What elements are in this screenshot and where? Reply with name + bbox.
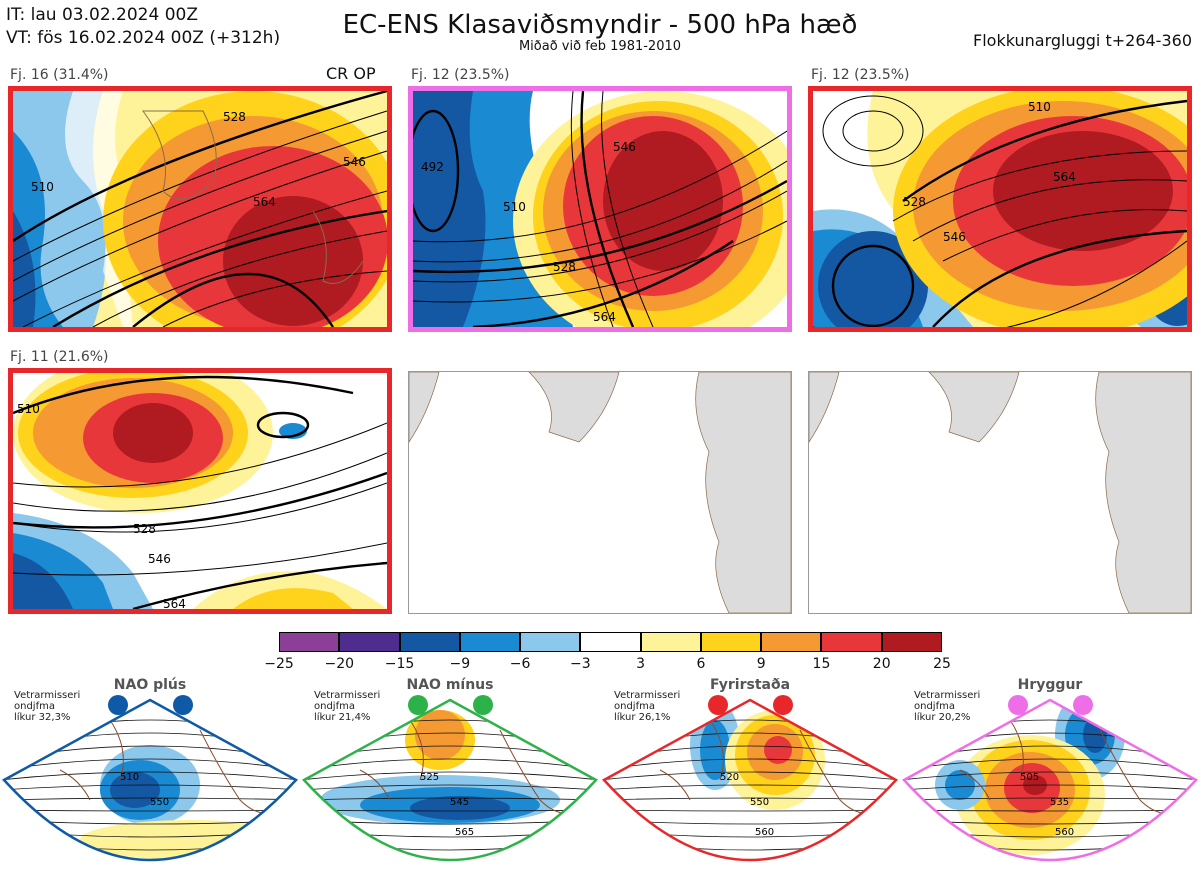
regime-marker-dot [408,695,428,715]
classification-window: Flokkunargluggi t+264-360 [973,31,1192,50]
colorbar-segment [459,632,521,652]
colorbar-tick-label: −3 [570,656,591,672]
regime-marker-dot [708,695,728,715]
colorbar-tick-label: −25 [264,656,294,672]
contour-label: 528 [903,195,926,209]
contour-label: 510 [503,200,526,214]
contour-label: 546 [343,155,366,169]
regime-meta: Vetrarmisseri ondjfma líkur 32,3% [14,690,81,723]
colorbar-segment [881,632,942,652]
colorbar-segment [520,632,581,652]
page-title: EC-ENS Klasaviðsmyndir - 500 hPa hæð [342,10,858,40]
panel-2-label: Fj. 12 (23.5%) [411,67,510,83]
regime-name: NAO plús [113,677,187,693]
colorbar-tick-label: 25 [933,656,951,672]
contour-label: 535 [1050,797,1069,808]
contour-label: 510 [31,180,54,194]
regime-name: Hryggur [1017,677,1083,693]
colorbar-tick-label: 6 [696,656,706,672]
contour-label: 528 [223,110,246,124]
contour-label: 492 [421,160,444,174]
empty-map-6 [808,371,1192,614]
contour-label: 564 [593,310,616,324]
regime-marker-dot [1073,695,1093,715]
colorbar-segment [821,632,882,652]
regime-meta: Vetrarmisseri ondjfma líkur 20,2% [914,690,981,723]
contour-label: 565 [455,827,474,838]
regime-map: 505 535 560 [902,698,1198,862]
cluster-map-4: 510 528 546 564 [8,368,392,614]
contour-label: 510 [1028,100,1051,114]
regime-map: 510 550 [2,698,298,862]
contour-label: 546 [613,140,636,154]
contour-label: 525 [420,772,439,783]
contour-label: 560 [755,827,774,838]
regime-meta: Vetrarmisseri ondjfma líkur 26,1% [614,690,681,723]
valid-time: VT: fös 16.02.2024 00Z (+312h) [6,28,281,48]
colorbar [279,632,942,652]
colorbar-tick-label: −15 [384,656,415,672]
regime-marker-dot [108,695,128,715]
cluster-map-1: 510 528 546 564 [8,86,392,332]
colorbar-tick-label: −6 [509,656,531,672]
colorbar-tick-label: 9 [756,656,766,672]
cluster-map-2: 492 510 528 546 564 [408,86,792,332]
regime-panel: 520 550 560 Fyrirstaða Vetrarmisseri ondjfma l… [600,677,900,871]
regime-name: NAO mínus [406,677,494,693]
colorbar-segment [700,632,762,652]
colorbar-segment [640,632,701,652]
contour-label: 560 [1055,827,1074,838]
contour-label: 528 [133,522,156,536]
contour-label: 510 [17,402,40,416]
contour-label: 564 [163,597,186,609]
panel-1-label: Fj. 16 (31.4%) [10,67,109,83]
regime-map: 520 550 560 [602,698,898,862]
colorbar-segment [339,632,400,652]
regime-marker-dot [773,695,793,715]
issue-time: IT: lau 03.02.2024 00Z [6,5,198,25]
colorbar-tick-label: 15 [812,656,831,672]
colorbar-tick-label: −9 [449,656,471,672]
contour-label: 510 [120,772,139,783]
contour-label: 528 [553,260,576,274]
regime-map: 525 545 565 [302,698,598,862]
colorbar-segment [580,632,641,652]
header-info: IT: lau 03.02.2024 00Z VT: fös 16.02.202… [6,4,280,50]
regime-panel: 505 535 560 Hryggur Vetrarmisseri ondjfma líku… [900,677,1200,871]
regime-panel: 525 545 565 NAO mínus Vetrarmisseri ondjfma lí… [300,677,600,871]
contour-label: 550 [150,797,169,808]
contour-label: 546 [148,552,171,566]
regime-name: Fyrirstaða [709,677,791,693]
page-subtitle: Miðað við feb 1981-2010 [518,39,682,54]
contour-label: 564 [1053,170,1076,184]
colorbar-tick-label: 3 [636,656,646,672]
panel-4-label: Fj. 11 (21.6%) [10,349,109,365]
colorbar-tick-label: 20 [872,656,891,672]
cluster-map-3: 510 528 546 564 [808,86,1192,332]
regime-marker-dot [1008,695,1028,715]
colorbar-tick-label: −20 [324,656,355,672]
empty-map-5 [408,371,792,614]
regime-panel: 510 550 NAO plús Vetrarmisseri ondjfma líkur … [0,677,300,871]
panel-3-label: Fj. 12 (23.5%) [811,67,910,83]
contour-label: 545 [450,797,469,808]
colorbar-segment [279,632,340,652]
contour-label: 550 [750,797,769,808]
colorbar-segment [399,632,460,652]
contour-label: 520 [720,772,739,783]
regime-meta: Vetrarmisseri ondjfma líkur 21,4% [314,690,381,723]
contour-label: 546 [943,230,966,244]
regime-marker-dot [473,695,493,715]
regime-marker-dot [173,695,193,715]
contour-label: 564 [253,195,276,209]
colorbar-segment [761,632,822,652]
contour-label: 505 [1020,772,1039,783]
crop-op-label: CR OP [326,64,376,83]
